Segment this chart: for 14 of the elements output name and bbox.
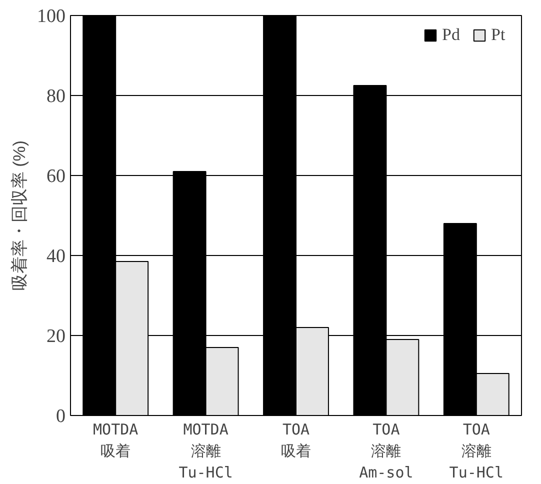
y-tick-label: 80 <box>46 86 66 107</box>
x-tick-label: MOTDA 溶離 Tu-HCl <box>178 420 233 482</box>
x-tick-label: MOTDA 吸着 <box>93 420 138 460</box>
y-axis-title: 吸着率・回収率 (%) <box>10 140 29 291</box>
x-tick-label: TOA 溶離 Tu-HCl <box>449 420 504 482</box>
x-tick-label: TOA 吸着 <box>281 420 311 460</box>
y-tick-label: 0 <box>56 406 66 427</box>
y-tick-label: 20 <box>46 326 66 347</box>
y-tick-label: 60 <box>46 166 66 187</box>
y-tick-label: 40 <box>46 246 66 267</box>
y-tick-label: 100 <box>37 6 66 27</box>
x-tick-label: TOA 溶離 Am-sol <box>359 420 414 482</box>
legend-label: Pd <box>442 25 461 45</box>
legend-label: Pt <box>491 25 506 45</box>
